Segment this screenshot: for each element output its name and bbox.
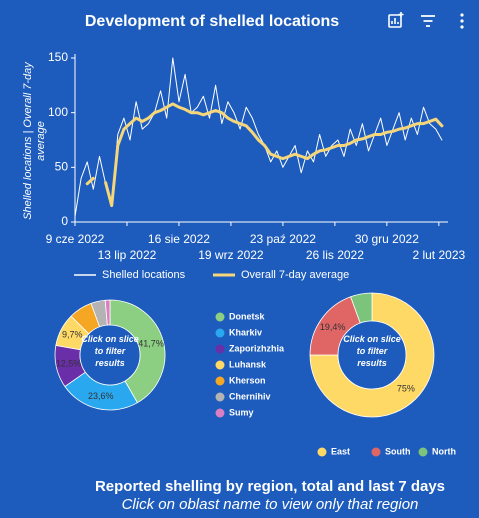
explore-icon[interactable] — [388, 12, 404, 28]
value-label: 12,5% — [56, 359, 82, 369]
x-tick-label: 13 lip 2022 — [98, 248, 157, 262]
series-line — [85, 102, 444, 208]
legend-swatch[interactable] — [215, 392, 225, 402]
legend-label[interactable]: Kherson — [229, 375, 266, 385]
x-tick-label: 26 lis 2022 — [306, 248, 364, 262]
x-tick-label: 30 gru 2022 — [355, 232, 419, 246]
filter-icon[interactable] — [421, 15, 435, 27]
donut-hole — [79, 324, 141, 386]
legend-swatch[interactable] — [215, 328, 225, 338]
y-axis-label: Shelled locations | Overall 7-day averag… — [22, 62, 47, 220]
legend-swatch[interactable] — [215, 344, 225, 354]
donut-hole — [337, 320, 407, 390]
y-tick-label: 0 — [61, 214, 68, 228]
legend-label[interactable]: Kharkiv — [229, 327, 262, 337]
legend-label[interactable]: Luhansk — [229, 359, 267, 369]
legend-label[interactable]: North — [432, 446, 456, 456]
y-tick-label: 100 — [48, 105, 68, 119]
legend-swatch[interactable] — [317, 447, 327, 457]
legend-label[interactable]: Sumy — [229, 407, 254, 417]
value-label: 75% — [397, 383, 415, 393]
y-tick-label: 150 — [48, 50, 68, 64]
legend-swatch[interactable] — [215, 408, 225, 418]
menu-icon[interactable] — [460, 13, 464, 29]
x-tick-label: 16 sie 2022 — [148, 232, 210, 246]
y-tick-label: 50 — [55, 160, 69, 174]
legend-swatch[interactable] — [371, 447, 381, 457]
legend-swatch[interactable] — [215, 360, 225, 370]
legend-label[interactable]: South — [385, 446, 411, 456]
legend-label: Shelled locations — [102, 269, 186, 281]
donut-center-text: Click on slice to filter results — [343, 334, 401, 368]
value-label: 9,7% — [62, 330, 83, 340]
series-line — [74, 57, 443, 217]
legend-label[interactable]: East — [331, 446, 350, 456]
x-tick-label: 9 cze 2022 — [46, 232, 105, 246]
value-label: 19,4% — [320, 322, 346, 332]
donut-center-text: Click on slice to filter results — [81, 334, 139, 368]
legend-swatch[interactable] — [215, 376, 225, 386]
chart-title: Development of shelled locations — [85, 13, 339, 30]
legend-label: Overall 7-day average — [241, 269, 349, 281]
legend-label[interactable]: Chernihiv — [229, 391, 271, 401]
legend-swatch[interactable] — [418, 447, 428, 457]
value-label: 41,7% — [138, 338, 164, 348]
x-tick-label: 2 lut 2023 — [412, 248, 465, 262]
legend-label[interactable]: Donetsk — [229, 311, 266, 321]
value-label: 23,6% — [88, 391, 114, 401]
x-tick-label: 19 wrz 2022 — [198, 248, 264, 262]
section-title: Reported shelling by region, total and l… — [94, 478, 446, 495]
section-subtitle: Click on oblast name to view only that r… — [121, 496, 419, 513]
legend-label[interactable]: Zaporizhzhia — [229, 343, 285, 353]
x-tick-label: 23 paź 2022 — [250, 232, 316, 246]
legend-swatch[interactable] — [215, 312, 225, 322]
